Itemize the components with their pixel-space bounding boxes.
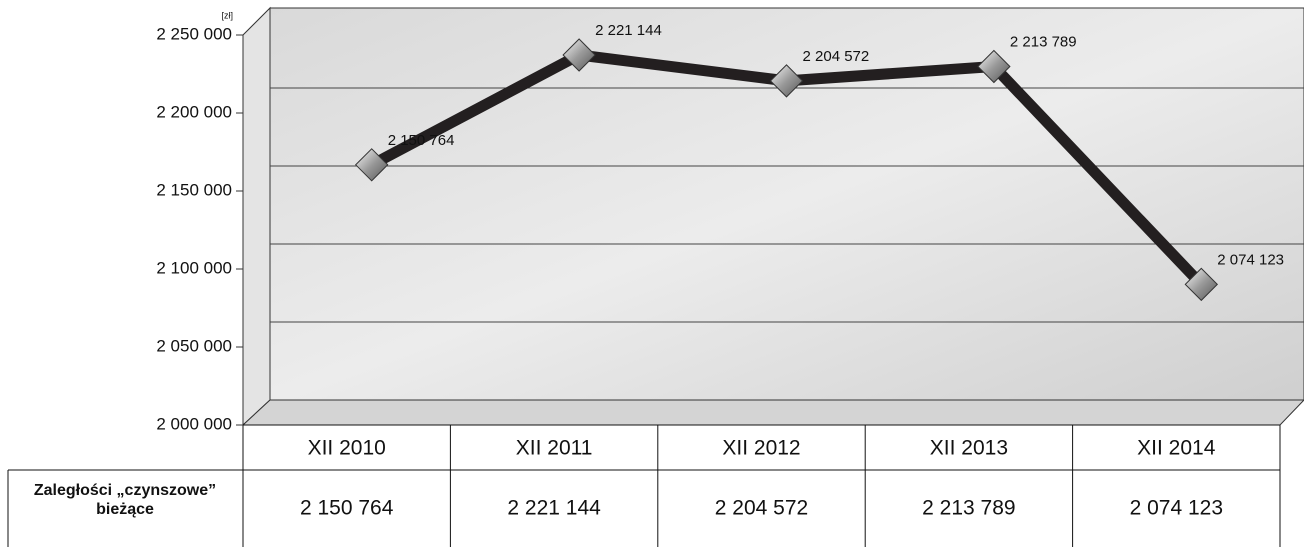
x-tick-label: XII 2014 bbox=[1137, 437, 1216, 460]
floor bbox=[243, 400, 1304, 425]
table-value: 2 213 789 bbox=[922, 497, 1015, 520]
table-value: 2 221 144 bbox=[507, 497, 601, 520]
x-tick-label: XII 2012 bbox=[722, 437, 800, 460]
x-tick-label: XII 2011 bbox=[516, 437, 593, 460]
table-value: 2 074 123 bbox=[1130, 497, 1223, 520]
y-tick-label: 2 000 000 bbox=[156, 414, 232, 433]
chart: [zł] Zaległości „czynszowe” bieżące XII 2… bbox=[0, 0, 1304, 547]
data-label: 2 150 764 bbox=[388, 132, 455, 149]
data-label: 2 074 123 bbox=[1217, 251, 1284, 268]
y-tick-label: 2 150 000 bbox=[156, 180, 232, 199]
x-tick-label: XII 2010 bbox=[308, 437, 386, 460]
y-tick-label: 2 200 000 bbox=[156, 102, 232, 121]
row-label-line: Zaległości „czynszowe” bbox=[34, 482, 216, 499]
data-label: 2 213 789 bbox=[1010, 33, 1077, 50]
y-tick-label: 2 050 000 bbox=[156, 336, 232, 355]
side-wall bbox=[243, 8, 270, 425]
table-value: 2 204 572 bbox=[715, 497, 808, 520]
row-label: Zaległości „czynszowe” bieżące bbox=[34, 482, 216, 518]
row-label-line: bieżące bbox=[96, 501, 154, 518]
data-label: 2 221 144 bbox=[595, 22, 662, 39]
x-tick-label: XII 2013 bbox=[930, 437, 1008, 460]
table-value: 2 150 764 bbox=[300, 497, 394, 520]
data-table: Zaległości „czynszowe” bieżące XII 2010 2 … bbox=[8, 425, 1280, 547]
y-tick-label: 2 250 000 bbox=[156, 24, 232, 43]
y-tick-label: 2 100 000 bbox=[156, 258, 232, 277]
data-label: 2 204 572 bbox=[803, 48, 870, 65]
unit-label: [zł] bbox=[221, 10, 233, 20]
